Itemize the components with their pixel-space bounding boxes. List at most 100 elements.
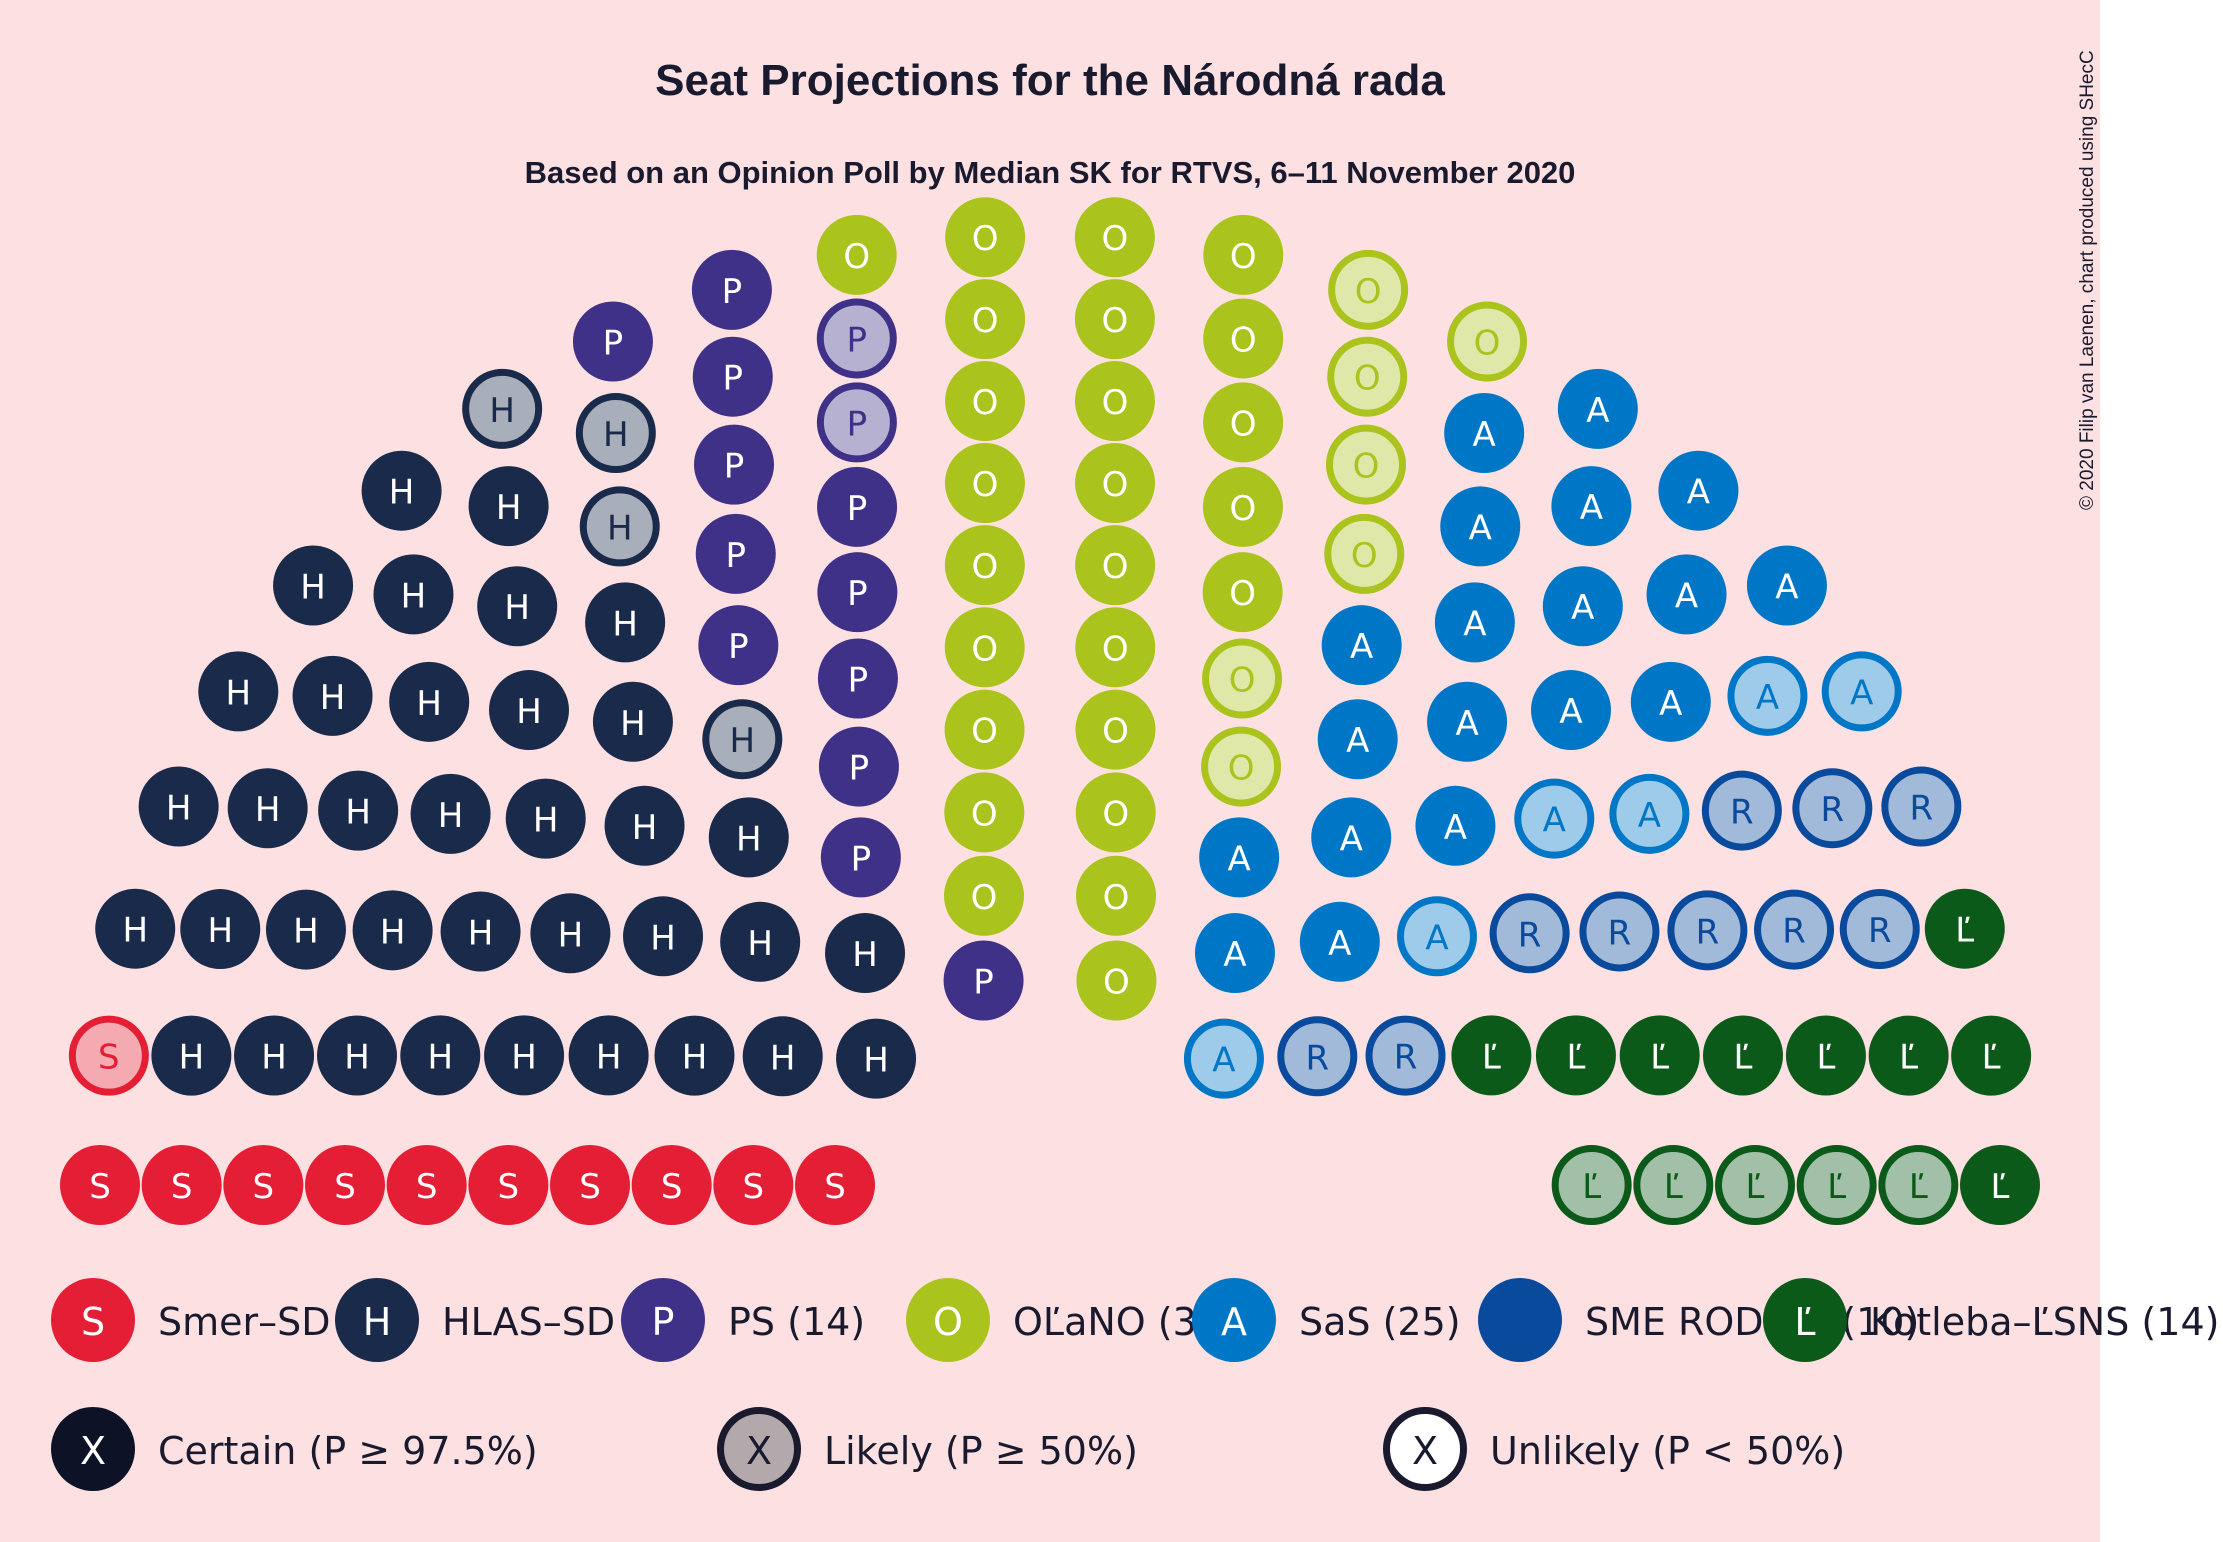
- svg-text:Ľ: Ľ: [1794, 1300, 1815, 1344]
- svg-text:A: A: [1425, 918, 1448, 958]
- seat-h: H: [742, 1016, 823, 1097]
- seat-p: P: [943, 940, 1024, 1021]
- seat-o: O: [1202, 638, 1283, 719]
- legend-item: A SaS (25): [1192, 1278, 1461, 1362]
- svg-text:H: H: [650, 918, 676, 958]
- svg-text:O: O: [972, 219, 999, 259]
- svg-text:A: A: [1444, 808, 1467, 848]
- seat-h: H: [708, 797, 789, 878]
- legend-label: SaS (25): [1299, 1300, 1461, 1344]
- legend-item: Ľ Kotleba–ĽSNS (14): [1763, 1278, 2219, 1362]
- seat-h: H: [292, 655, 373, 736]
- seat-o: O: [945, 361, 1026, 442]
- svg-text:O: O: [1230, 404, 1257, 444]
- svg-text:Ľ: Ľ: [1909, 1167, 1928, 1207]
- seat-a: A: [1311, 797, 1392, 878]
- seat-p: P: [698, 605, 779, 686]
- seat-s: S: [386, 1145, 467, 1225]
- seat-o: O: [945, 279, 1026, 360]
- svg-text:P: P: [847, 320, 868, 360]
- svg-text:H: H: [596, 1037, 622, 1077]
- svg-text:A: A: [1543, 801, 1566, 841]
- seat-s: S: [223, 1145, 304, 1225]
- svg-text:S: S: [824, 1167, 846, 1207]
- seat-a: A: [1444, 393, 1525, 474]
- seat-ľ: Ľ: [1960, 1145, 2040, 1225]
- svg-text:P: P: [849, 749, 870, 789]
- seat-h: H: [95, 888, 176, 969]
- seat-h: H: [462, 368, 543, 449]
- seat-h: H: [373, 554, 454, 635]
- svg-text:Ľ: Ľ: [1899, 1038, 1918, 1078]
- certainty-label: Certain (P ≥ 97.5%): [158, 1429, 538, 1473]
- seat-a: A: [1609, 773, 1690, 854]
- svg-text:X: X: [746, 1429, 772, 1473]
- seat-h: H: [720, 901, 801, 982]
- seat-p: P: [817, 466, 898, 547]
- seat-h: H: [702, 699, 783, 780]
- svg-text:H: H: [516, 692, 542, 732]
- seat-r: R: [1365, 1015, 1446, 1096]
- seat-o: O: [1202, 552, 1283, 633]
- seat-ľ: Ľ: [1551, 1145, 1632, 1225]
- seat-p: P: [817, 638, 898, 719]
- seat-o: O: [1327, 336, 1408, 417]
- seat-p: P: [818, 726, 899, 807]
- seat-a: A: [1440, 486, 1521, 567]
- seat-h: H: [151, 1015, 232, 1096]
- seat-h: H: [654, 1015, 735, 1096]
- seat-o: O: [1203, 214, 1284, 295]
- svg-text:H: H: [496, 488, 522, 528]
- seat-s: S: [60, 1145, 140, 1225]
- svg-text:H: H: [179, 1038, 205, 1078]
- svg-text:H: H: [363, 1300, 392, 1344]
- seat-ľ: Ľ: [1702, 1015, 1783, 1096]
- svg-text:H: H: [558, 915, 584, 955]
- legend-label: SME RODINA (10): [1585, 1300, 1919, 1344]
- seat-r: R: [1881, 766, 1962, 847]
- seat-ľ: Ľ: [1951, 1015, 2032, 1096]
- svg-text:A: A: [1212, 1041, 1235, 1081]
- seat-r: R: [1701, 770, 1782, 851]
- certainty-item: X Likely (P ≥ 50%): [717, 1407, 1138, 1491]
- svg-text:S: S: [579, 1167, 601, 1207]
- svg-text:O: O: [1103, 963, 1130, 1003]
- svg-text:A: A: [1473, 415, 1496, 455]
- seat-s: S: [795, 1145, 875, 1225]
- seat-o: O: [1447, 301, 1528, 382]
- seat-h: H: [227, 768, 308, 849]
- svg-text:A: A: [1328, 924, 1351, 964]
- svg-text:H: H: [770, 1038, 796, 1078]
- seat-h: H: [273, 545, 354, 626]
- seat-r: R: [1579, 891, 1660, 972]
- seat-o: O: [1326, 424, 1407, 505]
- svg-text:Ľ: Ľ: [1482, 1037, 1501, 1077]
- svg-text:R: R: [1821, 790, 1845, 830]
- svg-text:O: O: [1354, 359, 1381, 399]
- svg-text:P: P: [603, 324, 624, 364]
- legend-swatch: O: [906, 1278, 990, 1362]
- seat-a: A: [1183, 1018, 1264, 1099]
- svg-text:R: R: [1782, 912, 1806, 952]
- svg-text:H: H: [255, 790, 281, 830]
- svg-text:A: A: [1586, 391, 1609, 431]
- seat-p: P: [572, 301, 653, 382]
- svg-text:O: O: [1102, 794, 1129, 834]
- seat-o: O: [1201, 726, 1282, 807]
- svg-text:A: A: [1559, 692, 1582, 732]
- svg-text:A: A: [1580, 488, 1603, 528]
- seat-ľ: Ľ: [1878, 1145, 1959, 1225]
- seat-s: S: [468, 1145, 549, 1225]
- seat-r: R: [1667, 890, 1748, 971]
- svg-text:O: O: [972, 465, 999, 505]
- seat-ľ: Ľ: [1868, 1015, 1949, 1096]
- seat-p: P: [820, 817, 901, 898]
- svg-text:A: A: [1659, 684, 1682, 724]
- svg-text:S: S: [98, 1038, 120, 1078]
- legend-label: PS (14): [728, 1300, 865, 1344]
- svg-text:P: P: [847, 574, 868, 614]
- svg-text:H: H: [682, 1038, 708, 1078]
- svg-text:O: O: [1101, 219, 1128, 259]
- certainty-swatch: X: [717, 1407, 801, 1491]
- svg-text:P: P: [848, 661, 869, 701]
